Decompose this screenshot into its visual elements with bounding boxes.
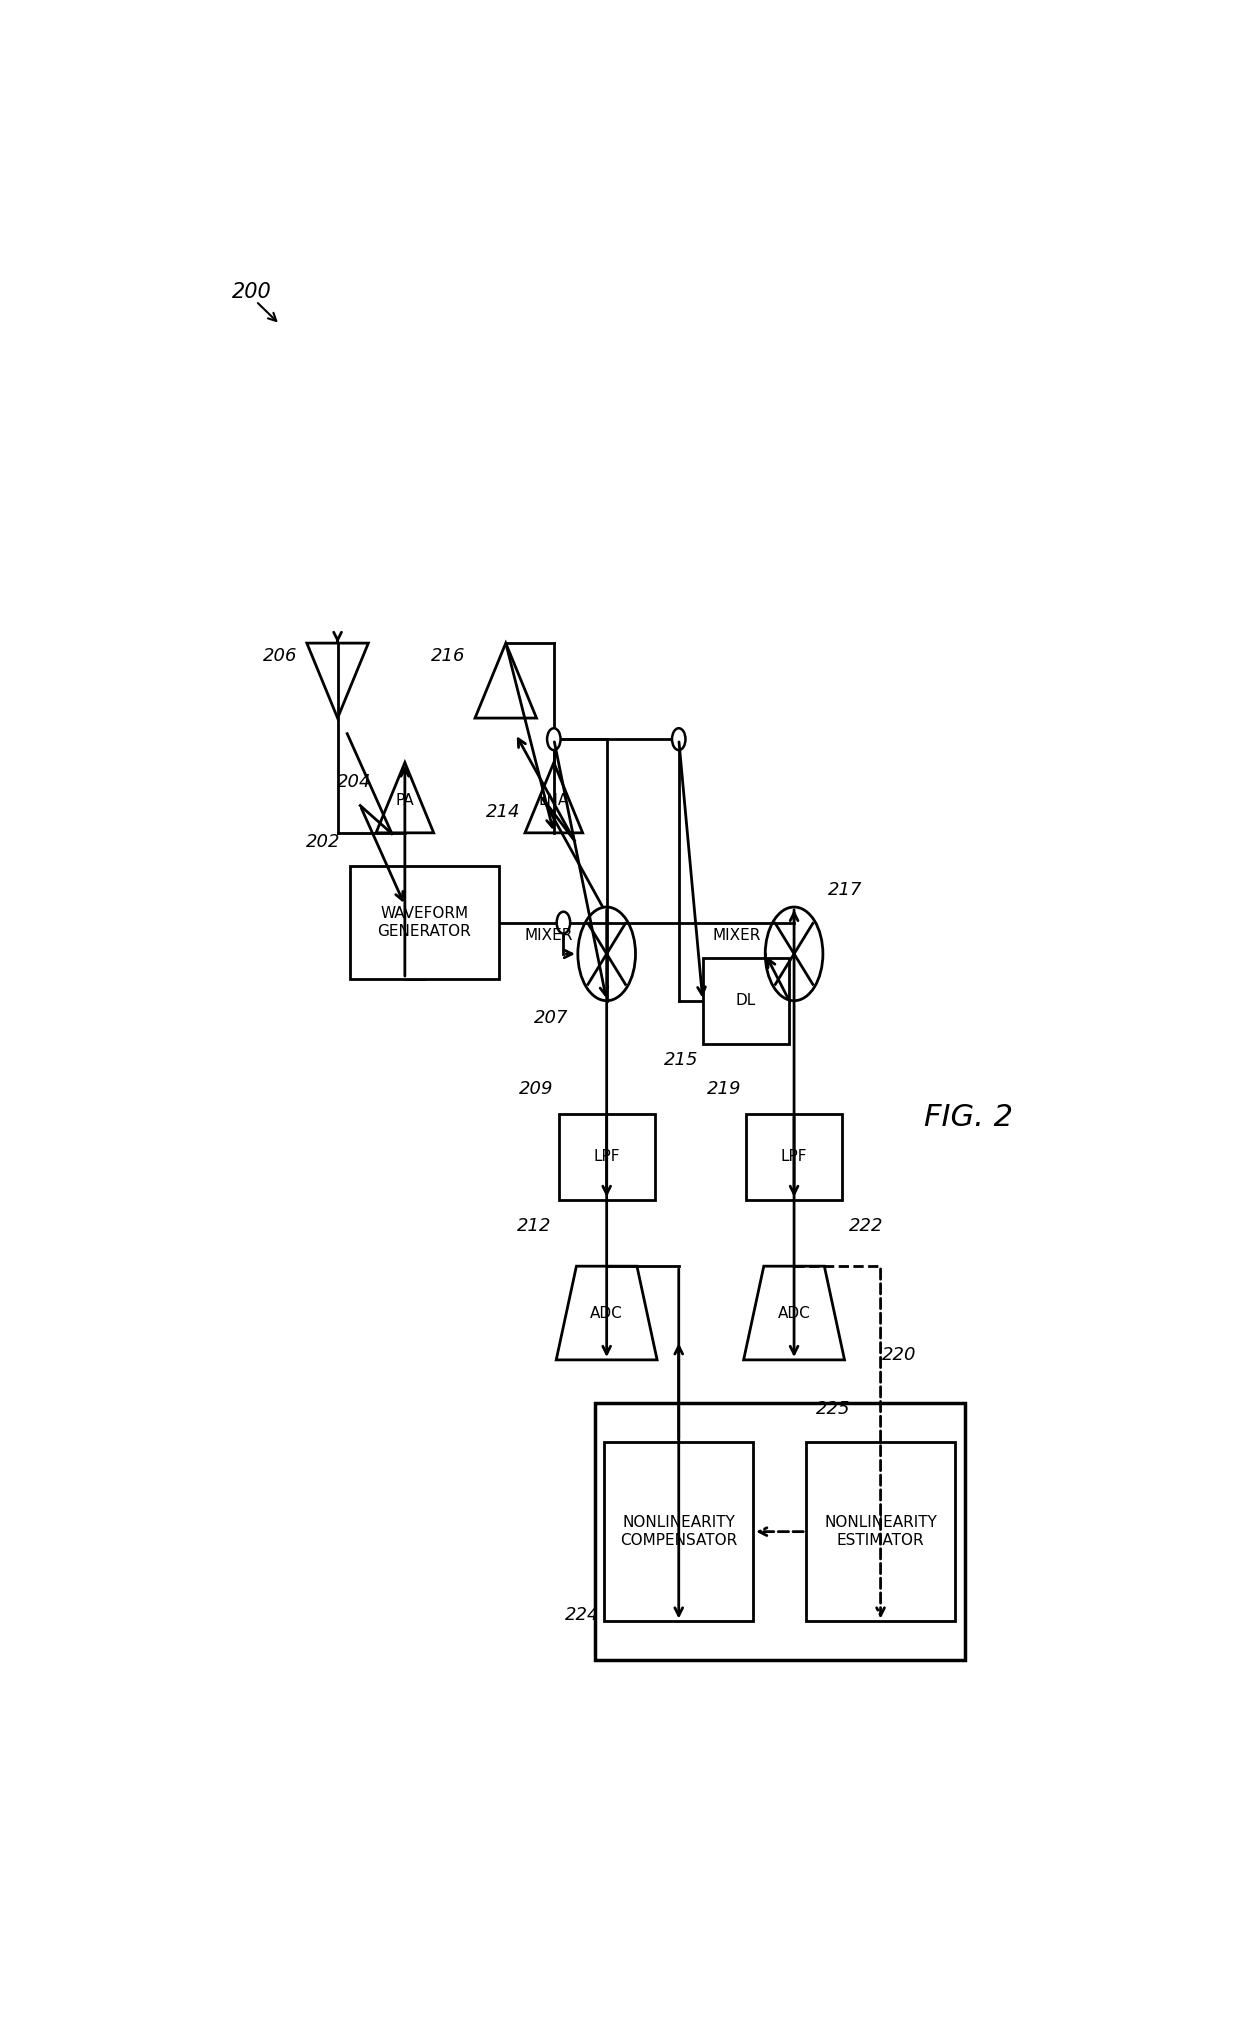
Text: MIXER: MIXER (525, 927, 573, 943)
Text: WAVEFORM
GENERATOR: WAVEFORM GENERATOR (377, 907, 471, 939)
FancyBboxPatch shape (746, 1113, 842, 1201)
Text: 206: 206 (263, 647, 298, 665)
Text: ADC: ADC (590, 1306, 622, 1320)
Text: 214: 214 (486, 803, 521, 821)
FancyBboxPatch shape (595, 1403, 965, 1661)
Text: 207: 207 (533, 1008, 568, 1026)
Text: 215: 215 (663, 1051, 698, 1069)
FancyBboxPatch shape (703, 957, 789, 1044)
Text: DL: DL (735, 994, 756, 1008)
Text: NONLINEARITY
COMPENSATOR: NONLINEARITY COMPENSATOR (620, 1515, 738, 1547)
Text: 217: 217 (828, 882, 862, 898)
Circle shape (547, 728, 560, 750)
Text: FIG. 2: FIG. 2 (924, 1103, 1013, 1132)
Circle shape (557, 913, 570, 933)
Text: LNA: LNA (538, 793, 569, 807)
Text: NONLINEARITY
ESTIMATOR: NONLINEARITY ESTIMATOR (825, 1515, 937, 1547)
Text: 200: 200 (232, 282, 272, 302)
Text: ADC: ADC (777, 1306, 811, 1320)
Text: LPF: LPF (781, 1150, 807, 1164)
Text: 209: 209 (520, 1081, 554, 1099)
Text: PA: PA (396, 793, 414, 807)
Text: MIXER: MIXER (712, 927, 760, 943)
Circle shape (672, 728, 686, 750)
Text: 204: 204 (337, 773, 371, 791)
Text: 216: 216 (432, 647, 465, 665)
Text: 202: 202 (305, 834, 340, 852)
FancyBboxPatch shape (806, 1442, 955, 1622)
Text: LPF: LPF (594, 1150, 620, 1164)
Text: 224: 224 (565, 1606, 599, 1624)
Text: 212: 212 (517, 1217, 552, 1235)
Text: 220: 220 (882, 1347, 916, 1363)
Text: 219: 219 (707, 1081, 742, 1099)
Text: 225: 225 (816, 1401, 851, 1418)
FancyBboxPatch shape (350, 866, 498, 980)
FancyBboxPatch shape (558, 1113, 655, 1201)
FancyBboxPatch shape (604, 1442, 753, 1622)
Text: 222: 222 (849, 1217, 884, 1235)
